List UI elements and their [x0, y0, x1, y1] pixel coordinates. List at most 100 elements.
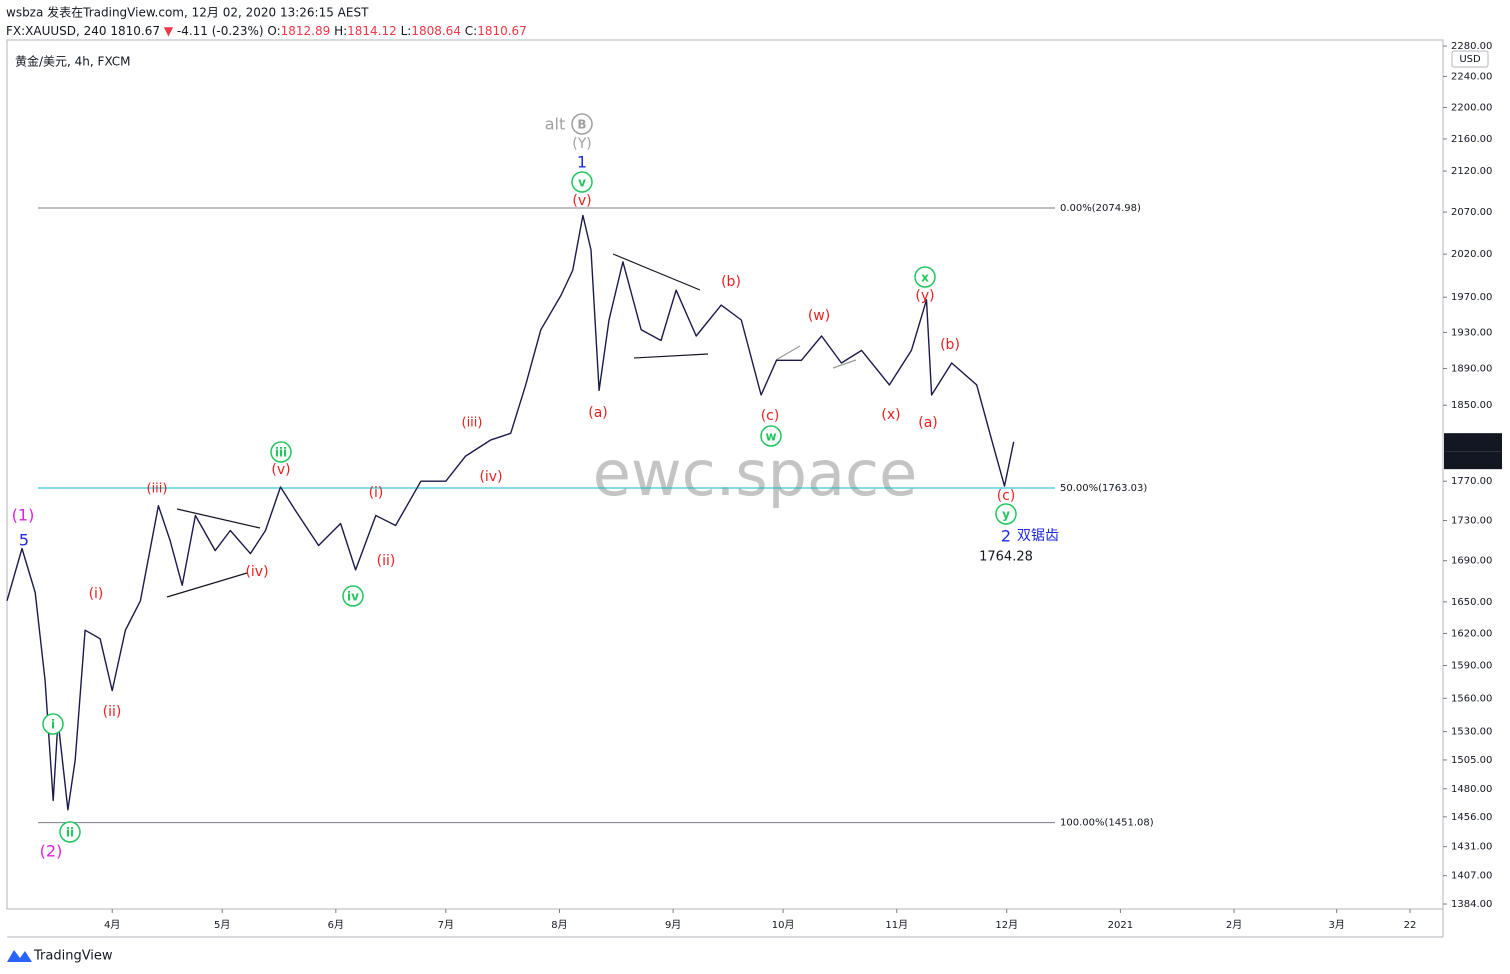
x-tick-label: 12月	[995, 919, 1018, 931]
ohlc-part: O:	[267, 24, 280, 38]
ohlc-part: 1814.12	[347, 24, 400, 38]
x-tick-label: 6月	[328, 919, 344, 931]
x-tick-label: 22	[1404, 920, 1417, 931]
currency-box	[1451, 50, 1489, 68]
wave-label: (i)	[89, 586, 104, 602]
wave-label: 1764.28	[979, 550, 1033, 565]
wave-label: x	[921, 271, 929, 285]
fib-label: 50.00%(1763.03)	[1060, 483, 1147, 494]
y-tick-label: 1970.00	[1451, 292, 1492, 303]
x-tick-label: 9月	[665, 919, 681, 931]
x-tick-label: 5月	[214, 919, 230, 931]
last-price-label: 1810.67	[1450, 437, 1496, 448]
y-tick-label: 1505.00	[1451, 755, 1492, 766]
ohlc-part: 1810.67	[110, 24, 163, 38]
trend-line	[775, 345, 801, 361]
y-tick-label: 1690.00	[1451, 556, 1492, 567]
trend-line	[832, 359, 857, 369]
currency-label: USD	[1459, 54, 1481, 65]
y-tick-label: 1456.00	[1451, 812, 1492, 823]
wave-label: (iii)	[462, 416, 483, 431]
wave-label: i	[51, 718, 55, 732]
x-tick-label: 8月	[551, 919, 567, 931]
ohlc-part: -4.11 (-0.23%)	[173, 24, 267, 38]
y-tick-label: 2020.00	[1451, 249, 1492, 260]
y-tick-label: 2160.00	[1451, 134, 1492, 145]
wave-label: (a)	[918, 415, 938, 431]
wave-label: B	[577, 118, 586, 132]
wave-label: 5	[19, 531, 29, 550]
wave-label: iii	[275, 446, 287, 460]
wave-circle	[995, 503, 1017, 525]
wave-label: (iv)	[479, 469, 502, 485]
wave-label: (c)	[761, 408, 780, 424]
ohlc-part: ▼	[164, 24, 174, 38]
wave-circle	[914, 266, 936, 288]
wave-label: (c)	[997, 488, 1016, 504]
wave-circle	[59, 821, 81, 843]
wave-label: (ii)	[377, 553, 396, 569]
ohlc-part: 1812.89	[281, 24, 334, 38]
wave-label: v	[578, 176, 586, 190]
y-tick-label: 1730.00	[1451, 515, 1492, 526]
ohlc-part: 1810.67	[477, 24, 527, 38]
price-line	[6, 214, 1015, 811]
y-tick-label: 1384.00	[1451, 899, 1492, 910]
wave-circle	[342, 585, 364, 607]
ohlc-part: H:	[334, 24, 347, 38]
wave-label: 双锯齿	[1017, 528, 1059, 544]
logo-icon	[7, 950, 32, 962]
ohlc-part: L:	[401, 24, 412, 38]
wave-label: (x)	[881, 407, 900, 423]
y-tick-label: 1620.00	[1451, 628, 1492, 639]
wave-label: 2	[1001, 527, 1011, 546]
wave-label: (v)	[572, 193, 591, 209]
wave-circle	[571, 113, 593, 135]
wave-label: (Y)	[572, 136, 591, 152]
last-price-box	[1444, 433, 1502, 452]
wave-circle	[571, 171, 593, 193]
wave-label: (ii)	[103, 704, 122, 720]
wave-label: (b)	[940, 337, 960, 353]
y-tick-label: 1890.00	[1451, 363, 1492, 374]
wave-label: (2)	[40, 842, 63, 861]
y-tick-label: 1530.00	[1451, 727, 1492, 738]
wave-label: (v)	[271, 462, 290, 478]
x-tick-label: 4月	[104, 919, 120, 931]
y-tick-label: 2280.00	[1451, 41, 1492, 52]
wave-label: iv	[347, 590, 359, 604]
triangle-line	[612, 253, 701, 291]
wave-label: (a)	[588, 405, 608, 421]
wave-label: (iv)	[245, 564, 268, 580]
x-tick-label: 2021	[1108, 920, 1133, 931]
symbol-legend: 黄金/美元, 4h, FXCM	[15, 54, 131, 69]
x-tick-label: 7月	[438, 919, 454, 931]
y-tick-label: 1407.00	[1451, 871, 1492, 882]
y-tick-label: 2120.00	[1451, 166, 1492, 177]
wave-label: (1)	[12, 506, 35, 525]
ohlc-part: FX:XAUUSD, 240	[6, 24, 110, 38]
wave-circle	[270, 441, 292, 463]
ohlc-part: 1808.64	[411, 24, 464, 38]
x-tick-label: 2月	[1226, 919, 1242, 931]
wave-label: ii	[66, 826, 74, 840]
y-tick-label: 2070.00	[1451, 207, 1492, 218]
fib-label: 100.00%(1451.08)	[1060, 818, 1154, 829]
tradingview-logo: TradingView	[7, 949, 113, 964]
logo-text: TradingView	[33, 949, 113, 964]
wave-label: (i)	[369, 485, 384, 501]
wave-label: (y)	[915, 288, 934, 304]
ohlc-part: C:	[465, 24, 477, 38]
y-tick-label: 1590.00	[1451, 661, 1492, 672]
y-tick-label: 2200.00	[1451, 102, 1492, 113]
y-tick-label: 1560.00	[1451, 693, 1492, 704]
fib-label: 0.00%(2074.98)	[1060, 203, 1141, 214]
watermark: ewc.space	[593, 437, 918, 510]
wave-label: (iii)	[147, 482, 168, 497]
wave-label: y	[1002, 508, 1010, 522]
publish-info: wsbza 发表在TradingView.com, 12月 02, 2020 1…	[6, 5, 369, 20]
trend-lines	[166, 253, 857, 598]
wave-circle	[760, 425, 782, 447]
x-tick-label: 3月	[1328, 919, 1344, 931]
wave-label: (w)	[808, 308, 830, 324]
